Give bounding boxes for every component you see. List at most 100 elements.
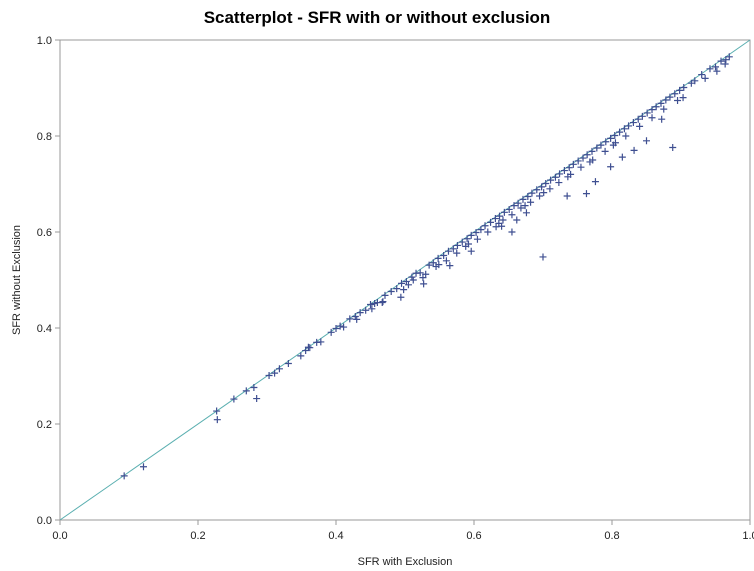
data-point: [666, 93, 674, 101]
data-point: [591, 178, 599, 186]
data-point: [643, 109, 651, 117]
data-point: [513, 216, 521, 224]
data-point: [539, 253, 547, 261]
data-point: [588, 147, 596, 155]
data-point: [725, 53, 733, 61]
data-point: [679, 94, 687, 102]
data-point: [597, 141, 605, 149]
data-point: [404, 281, 412, 289]
x-axis-label: SFR with Exclusion: [358, 556, 453, 568]
data-point: [487, 218, 495, 226]
data-point: [691, 77, 699, 85]
x-tick-label: 1.0: [742, 530, 754, 542]
data-point: [242, 387, 250, 395]
data-point: [657, 99, 665, 107]
data-point: [622, 132, 630, 140]
data-point: [629, 119, 637, 127]
data-point: [477, 226, 485, 234]
data-point: [713, 67, 721, 75]
data-point: [367, 300, 374, 308]
data-point: [586, 158, 594, 166]
data-point: [453, 249, 461, 257]
data-point: [499, 216, 507, 224]
data-point: [332, 324, 340, 332]
data-point: [419, 274, 427, 282]
data-point: [346, 315, 354, 323]
x-tick-label: 0.4: [328, 530, 343, 542]
y-tick-label: 0.4: [37, 323, 52, 335]
data-point: [463, 235, 471, 243]
data-point: [429, 259, 437, 267]
data-point: [213, 407, 221, 415]
data-point: [449, 245, 457, 253]
plot-frame: [59, 39, 751, 521]
data-point: [593, 144, 601, 152]
data-point: [393, 285, 401, 293]
data-point: [680, 84, 688, 92]
data-point: [625, 122, 633, 130]
data-point: [555, 179, 563, 187]
data-point: [496, 212, 504, 220]
x-tick-label: 0.6: [466, 530, 481, 542]
data-point: [467, 247, 475, 255]
data-point: [564, 173, 572, 181]
data-point: [265, 372, 273, 380]
data-point: [327, 328, 335, 336]
data-point: [353, 315, 361, 323]
data-point: [505, 205, 513, 213]
data-point: [648, 106, 656, 114]
data-point: [620, 125, 628, 133]
data-point: [551, 173, 559, 181]
data-point: [213, 416, 221, 424]
data-point: [446, 262, 454, 270]
data-point: [381, 291, 389, 299]
data-point: [674, 96, 682, 104]
data-point: [607, 134, 615, 142]
data-point: [524, 192, 532, 200]
data-point: [698, 71, 706, 79]
data-point: [560, 167, 568, 175]
data-point: [400, 286, 408, 294]
data-point: [368, 305, 376, 313]
data-point: [701, 74, 709, 82]
data-point: [540, 189, 548, 197]
data-point: [648, 114, 656, 122]
data-point: [717, 57, 725, 65]
data-point: [616, 128, 624, 136]
y-tick-label: 0.8: [37, 131, 52, 143]
data-point: [510, 202, 518, 210]
data-point: [536, 192, 544, 200]
data-point: [577, 163, 585, 171]
data-point: [556, 170, 564, 178]
data-point: [547, 176, 555, 184]
data-point: [609, 141, 617, 149]
data-point: [636, 122, 644, 130]
data-point: [340, 323, 348, 331]
data-point: [546, 185, 554, 193]
data-point: [602, 138, 610, 146]
data-point: [230, 395, 238, 403]
data-point: [409, 276, 417, 284]
data-point: [481, 222, 489, 230]
data-point: [416, 269, 424, 277]
data-point: [638, 112, 646, 120]
data-point: [425, 261, 433, 269]
data-point: [569, 160, 577, 168]
data-point: [464, 240, 472, 248]
data-point: [508, 211, 516, 219]
data-point: [284, 360, 292, 368]
x-tick-label: 0.0: [52, 530, 67, 542]
data-point: [397, 293, 405, 301]
data-point: [542, 180, 550, 188]
data-point: [362, 306, 370, 314]
chart-title: Scatterplot - SFR with or without exclus…: [203, 8, 551, 27]
data-point: [574, 157, 582, 165]
data-point: [676, 86, 684, 94]
data-point: [139, 463, 147, 471]
data-point: [611, 132, 619, 140]
data-point: [618, 153, 626, 161]
data-point: [387, 288, 395, 296]
data-point: [601, 147, 609, 155]
data-point: [521, 202, 529, 210]
